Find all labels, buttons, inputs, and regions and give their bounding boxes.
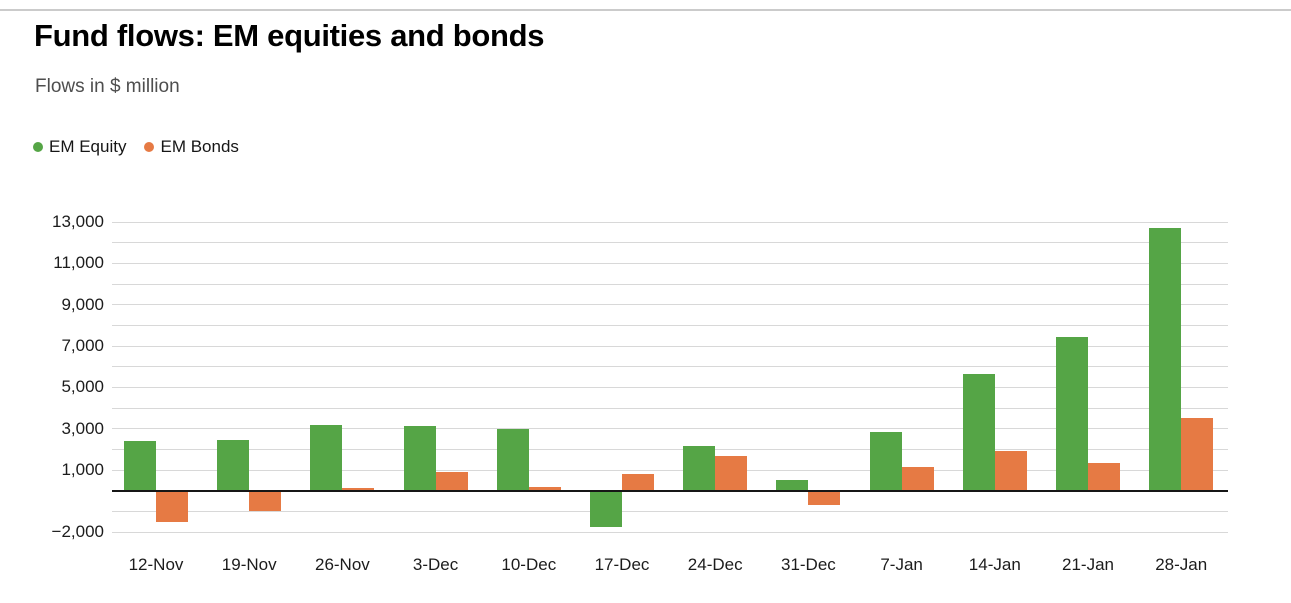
x-tick-label-26-Nov: 26-Nov (314, 555, 370, 574)
top-border-line (0, 9, 1291, 11)
gridline-13000 (112, 221, 1228, 223)
bar-em-bonds-24-Dec[interactable] (715, 455, 748, 491)
legend-label-em-bonds: EM Bonds (160, 137, 239, 156)
legend: EM Equity EM Bonds (33, 137, 239, 157)
chart-title: Fund flows: EM equities and bonds (34, 18, 545, 53)
bar-em-bonds-10-Dec[interactable] (528, 486, 561, 491)
bar-em-equity-3-Dec[interactable] (403, 425, 436, 491)
bar-em-bonds-3-Dec[interactable] (435, 472, 468, 491)
bar-em-equity-14-Jan[interactable] (962, 373, 995, 491)
x-tick-label-7-Jan: 7-Jan (880, 555, 923, 574)
y-tick-label-5000: 5,000 (61, 377, 104, 397)
gridline-6000 (112, 366, 1228, 368)
legend-item-em-bonds: EM Bonds (144, 137, 239, 157)
x-tick-label-21-Jan: 21-Jan (1062, 555, 1114, 574)
bar-em-bonds-31-Dec[interactable] (808, 490, 841, 506)
bar-em-bonds-17-Dec[interactable] (622, 474, 654, 491)
bar-em-bonds-14-Jan[interactable] (994, 451, 1027, 491)
gridline-8000 (112, 324, 1228, 326)
bar-em-equity-17-Dec[interactable] (590, 490, 622, 527)
bar-em-equity-28-Jan[interactable] (1149, 228, 1182, 491)
bar-em-equity-26-Nov[interactable] (310, 424, 343, 491)
bar-em-bonds-19-Nov[interactable] (249, 490, 282, 512)
bar-em-equity-7-Jan[interactable] (869, 431, 902, 491)
em-equity-swatch-icon (33, 142, 43, 152)
gridline--2000 (112, 531, 1228, 533)
y-tick-label-9000: 9,000 (61, 294, 104, 314)
x-tick-label-24-Dec: 24-Dec (687, 555, 743, 574)
bar-em-bonds-7-Jan[interactable] (901, 466, 934, 491)
x-tick-label-3-Dec: 3-Dec (412, 555, 459, 574)
gridline-9000 (112, 304, 1228, 306)
legend-label-em-equity: EM Equity (49, 137, 127, 156)
x-tick-label-17-Dec: 17-Dec (594, 555, 650, 574)
bar-em-equity-24-Dec[interactable] (683, 446, 716, 491)
gridline-4000 (112, 407, 1228, 409)
bar-em-equity-12-Nov[interactable] (124, 441, 156, 491)
bar-em-equity-21-Jan[interactable] (1056, 336, 1088, 491)
gridline-12000 (112, 242, 1228, 244)
x-tick-label-14-Jan: 14-Jan (968, 555, 1021, 574)
gridline-11000 (112, 262, 1228, 264)
bar-em-equity-19-Nov[interactable] (217, 440, 250, 491)
bar-em-bonds-12-Nov[interactable] (156, 490, 188, 522)
bar-em-equity-10-Dec[interactable] (496, 428, 529, 491)
y-tick-label-3000: 3,000 (61, 418, 104, 438)
gridline-1000 (112, 469, 1228, 471)
y-tick-label-13000: 13,000 (52, 212, 104, 231)
x-tick-label-19-Nov: 19-Nov (221, 555, 277, 574)
y-tick-label-1000: 1,000 (61, 460, 104, 479)
x-tick-label-12-Nov: 12-Nov (128, 555, 184, 574)
legend-item-em-equity: EM Equity (33, 137, 126, 157)
gridline-10000 (112, 283, 1228, 285)
chart-subtitle: Flows in $ million (35, 76, 180, 97)
gridline-5000 (112, 386, 1228, 388)
x-tick-label-10-Dec: 10-Dec (501, 555, 557, 574)
bar-em-bonds-26-Nov[interactable] (342, 487, 375, 491)
gridline-3000 (112, 428, 1228, 430)
bar-em-bonds-28-Jan[interactable] (1181, 418, 1214, 491)
bar-em-bonds-21-Jan[interactable] (1088, 462, 1120, 491)
em-bonds-swatch-icon (144, 142, 155, 152)
x-tick-label-31-Dec: 31-Dec (780, 555, 836, 574)
y-tick-label--2000: −2,000 (51, 522, 104, 541)
bar-em-equity-31-Dec[interactable] (776, 480, 809, 491)
y-tick-label-7000: 7,000 (61, 336, 104, 355)
y-tick-label-11000: 11,000 (53, 253, 104, 273)
x-axis-zero-line (112, 489, 1228, 492)
gridline-7000 (112, 345, 1228, 347)
gridline-2000 (112, 448, 1228, 450)
x-tick-label-28-Jan: 28-Jan (1155, 555, 1208, 574)
gridline--1000 (112, 510, 1228, 512)
